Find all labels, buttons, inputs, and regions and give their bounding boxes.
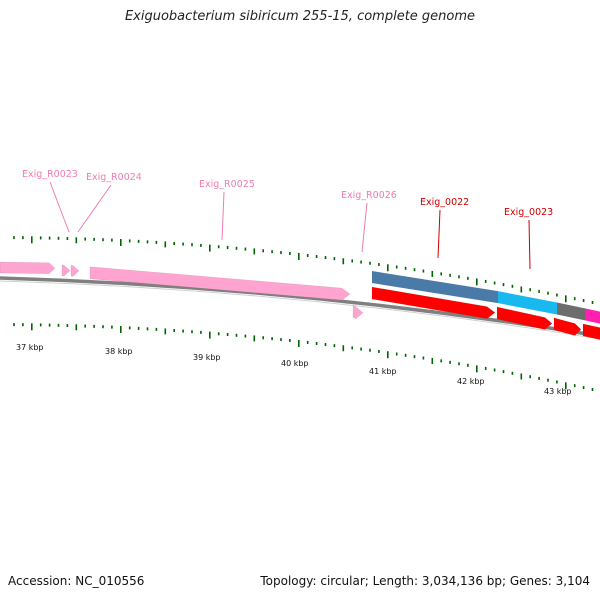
cds-arrow-exig-0024	[553, 317, 582, 336]
leader-exig-r0026	[361, 202, 368, 253]
gene-bar-exig-0024	[557, 302, 585, 321]
feature-label-exig-r0025[interactable]: Exig_R0025	[199, 179, 255, 190]
label-leader-lines	[49, 181, 531, 270]
leader-exig-0022	[437, 209, 441, 259]
leader-exig-0023	[528, 219, 531, 270]
rna-feature-exig-r0024	[70, 264, 80, 277]
cds-features	[371, 286, 600, 340]
leader-exig-r0024	[77, 184, 112, 233]
rna-feature-exig-r0023	[61, 264, 71, 277]
inner-tick-row	[13, 323, 594, 391]
cds-arrow-exig-0025	[582, 323, 600, 340]
rna-feature-exig-r0026	[352, 305, 364, 320]
gene-bars	[372, 271, 600, 324]
gene-bar-exig-0023	[498, 291, 557, 315]
feature-label-exig-r0023[interactable]: Exig_R0023	[22, 169, 78, 180]
rna-feature-exig-r0025	[89, 266, 351, 301]
feature-labels: Exig_R0023 Exig_R0024 Exig_R0025 Exig_R0…	[22, 169, 553, 218]
cds-arrow-exig-0023	[496, 306, 553, 330]
gene-bar-exig-0025	[585, 308, 600, 324]
rna-feature-exig-r0022	[0, 261, 56, 274]
feature-label-exig-r0026[interactable]: Exig_R0026	[341, 190, 397, 201]
leader-exig-r0023	[49, 181, 70, 233]
kbp-label-37: 37 kbp	[16, 343, 44, 352]
feature-label-exig-0022[interactable]: Exig_0022	[420, 197, 469, 208]
leader-exig-r0025	[221, 191, 225, 241]
accession-text: Accession: NC_010556	[8, 574, 145, 588]
gene-bar-exig-0022	[372, 271, 498, 304]
kbp-label-38: 38 kbp	[105, 347, 133, 356]
kbp-label-41: 41 kbp	[369, 367, 397, 376]
feature-label-exig-0023[interactable]: Exig_0023	[504, 207, 553, 218]
kbp-label-43: 43 kbp	[544, 387, 572, 396]
genome-summary-text: Topology: circular; Length: 3,034,136 bp…	[260, 574, 590, 588]
kbp-label-40: 40 kbp	[281, 359, 309, 368]
cds-arrow-exig-0022	[371, 286, 496, 319]
kbp-label-42: 42 kbp	[457, 377, 485, 386]
genome-backbone-inner	[0, 280, 600, 340]
feature-label-exig-r0024[interactable]: Exig_R0024	[86, 172, 142, 183]
rna-features	[0, 261, 364, 320]
kbp-label-39: 39 kbp	[193, 353, 221, 362]
kbp-labels: 37 kbp 38 kbp 39 kbp 40 kbp 41 kbp 42 kb…	[16, 343, 572, 396]
outer-tick-row	[13, 236, 594, 304]
genome-title: Exiguobacterium sibiricum 255-15, comple…	[124, 9, 476, 24]
